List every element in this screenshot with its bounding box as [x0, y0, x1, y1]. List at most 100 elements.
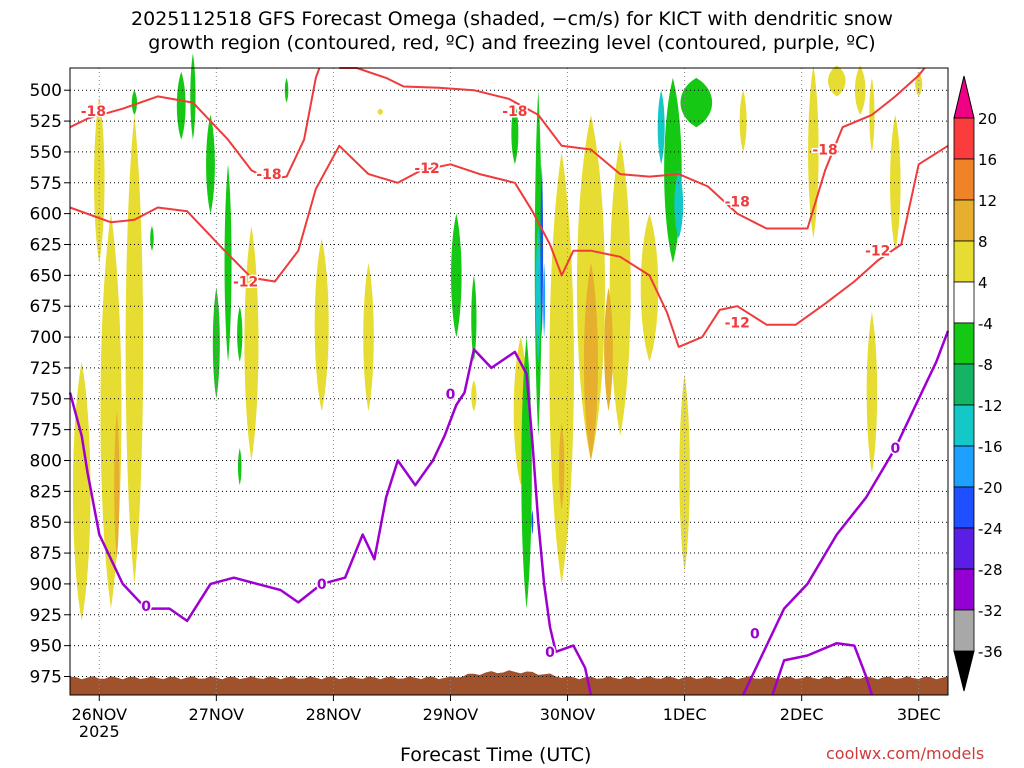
colorbar-label: -20	[978, 479, 1003, 497]
contour-minus18	[69, 67, 321, 181]
omega-yellow-region	[125, 114, 144, 584]
x-year-label: 2025	[79, 722, 120, 741]
colorbar-label: -12	[978, 397, 1003, 415]
colorbar-segment	[953, 240, 975, 283]
colorbar-segment	[953, 199, 975, 242]
colorbar-segment	[953, 445, 975, 488]
y-tick-label: 700	[30, 328, 62, 348]
contour-label-freezing: 0	[317, 577, 327, 593]
omega-yellow-region	[854, 65, 866, 115]
omega-green-region	[237, 306, 243, 362]
contour-label-minus18: -18	[812, 142, 837, 158]
contour-label-minus18: -18	[502, 104, 527, 120]
x-tick-label: 26NOV	[71, 705, 127, 724]
grid-lines	[70, 68, 948, 695]
omega-orange-region	[583, 263, 598, 461]
omega-green-region	[212, 287, 220, 399]
omega-orange-region	[604, 287, 613, 412]
colorbar-label: 20	[978, 110, 997, 128]
colorbar-label: 8	[978, 233, 988, 251]
omega-yellow-region	[739, 90, 747, 152]
contour-label-minus18: -18	[256, 167, 281, 183]
y-tick-label: 725	[30, 359, 62, 379]
contour-freezing-level	[68, 348, 593, 696]
colorbar-segment	[953, 609, 975, 652]
plot-frame	[69, 67, 949, 696]
y-tick-label: 775	[30, 421, 62, 441]
y-tick-label: 925	[30, 606, 62, 626]
omega-green-region	[237, 448, 242, 486]
omega-green-region	[471, 275, 477, 362]
contour-minus18	[339, 67, 926, 230]
colorbar-label: -4	[978, 315, 993, 333]
omega-yellow-region	[471, 380, 477, 412]
omega-yellow-region	[72, 361, 91, 621]
y-tick-label: 900	[30, 575, 62, 595]
omega-green-region	[680, 77, 713, 128]
colorbar-label: 16	[978, 151, 997, 169]
x-tick-label: 2DEC	[780, 705, 824, 724]
y-tick-label: 950	[30, 637, 62, 657]
contour-freezing-level	[741, 330, 950, 696]
contour-label-minus12: -12	[865, 244, 890, 260]
contour-freezing-level	[771, 641, 874, 696]
omega-yellow-region	[828, 65, 846, 97]
colorbar-label: -8	[978, 356, 993, 374]
y-tick-label: 975	[30, 667, 62, 687]
chart-title-line-2: growth region (contoured, red, ºC) and f…	[148, 32, 876, 54]
y-tick-label: 500	[30, 81, 62, 101]
omega-blue-region	[531, 509, 534, 535]
x-tick-label: 1DEC	[663, 705, 707, 724]
omega-yellow-region	[640, 213, 659, 362]
colorbar-segment	[953, 568, 975, 611]
y-tick-label: 800	[30, 451, 62, 471]
omega-green-region	[176, 71, 186, 140]
colorbar-label: -28	[978, 561, 1003, 579]
omega-yellow-region	[93, 96, 105, 264]
omega-green-region	[206, 114, 215, 214]
chart-title-line-1: 2025112518 GFS Forecast Omega (shaded, −…	[131, 8, 893, 30]
omega-green-region	[150, 225, 154, 251]
omega-yellow-region	[100, 213, 122, 609]
colorbar-segment	[953, 158, 975, 201]
y-tick-label: 825	[30, 482, 62, 502]
contour-label-minus12: -12	[414, 161, 439, 177]
contour-label-freezing: 0	[141, 599, 151, 615]
omega-green-region	[511, 102, 519, 165]
omega-yellow-region	[866, 312, 878, 473]
omega-blue-region	[540, 164, 544, 338]
y-tick-label: 675	[30, 297, 62, 317]
omega-orange-region	[559, 423, 565, 510]
axis-ticks: 500 525 550 575 600 625 650 675 700 725 750 775 800 8…	[30, 81, 941, 741]
colorbar-segment	[953, 527, 975, 570]
colorbar-segment	[953, 281, 975, 324]
colorbar-segment	[953, 404, 975, 447]
y-tick-label: 550	[30, 143, 62, 163]
x-tick-label: 28NOV	[306, 705, 362, 724]
contour-minus12	[69, 144, 949, 348]
y-tick-label: 600	[30, 205, 62, 225]
omega-teal-region	[657, 90, 665, 165]
contour-label-minus18: -18	[725, 194, 750, 210]
omega-green-region	[451, 213, 462, 338]
colorbar-label: -36	[978, 643, 1003, 661]
y-tick-label: 625	[30, 235, 62, 255]
colorbar-segment	[953, 363, 975, 406]
colorbar-label: -24	[978, 520, 1003, 538]
omega-teal-region	[674, 170, 684, 239]
contour-label-freezing: 0	[750, 626, 760, 642]
omega-yellow-region	[363, 263, 374, 412]
colorbar: 20 16 12 8 4 -4 -8 -12 -16 -20 -24 -28 -32 -36	[953, 75, 1003, 692]
contour-label-minus18: -18	[81, 104, 106, 120]
colorbar-bottom-arrow	[953, 650, 975, 692]
x-tick-label: 30NOV	[540, 705, 596, 724]
omega-yellow-region	[244, 225, 259, 461]
contour-label-minus12: -12	[725, 315, 750, 331]
omega-teal-region	[535, 225, 541, 362]
omega-green-region	[190, 53, 196, 140]
omega-green-region	[224, 164, 232, 362]
y-tick-label: 750	[30, 390, 62, 410]
colorbar-top-arrow	[953, 75, 975, 119]
y-tick-label: 850	[30, 513, 62, 533]
